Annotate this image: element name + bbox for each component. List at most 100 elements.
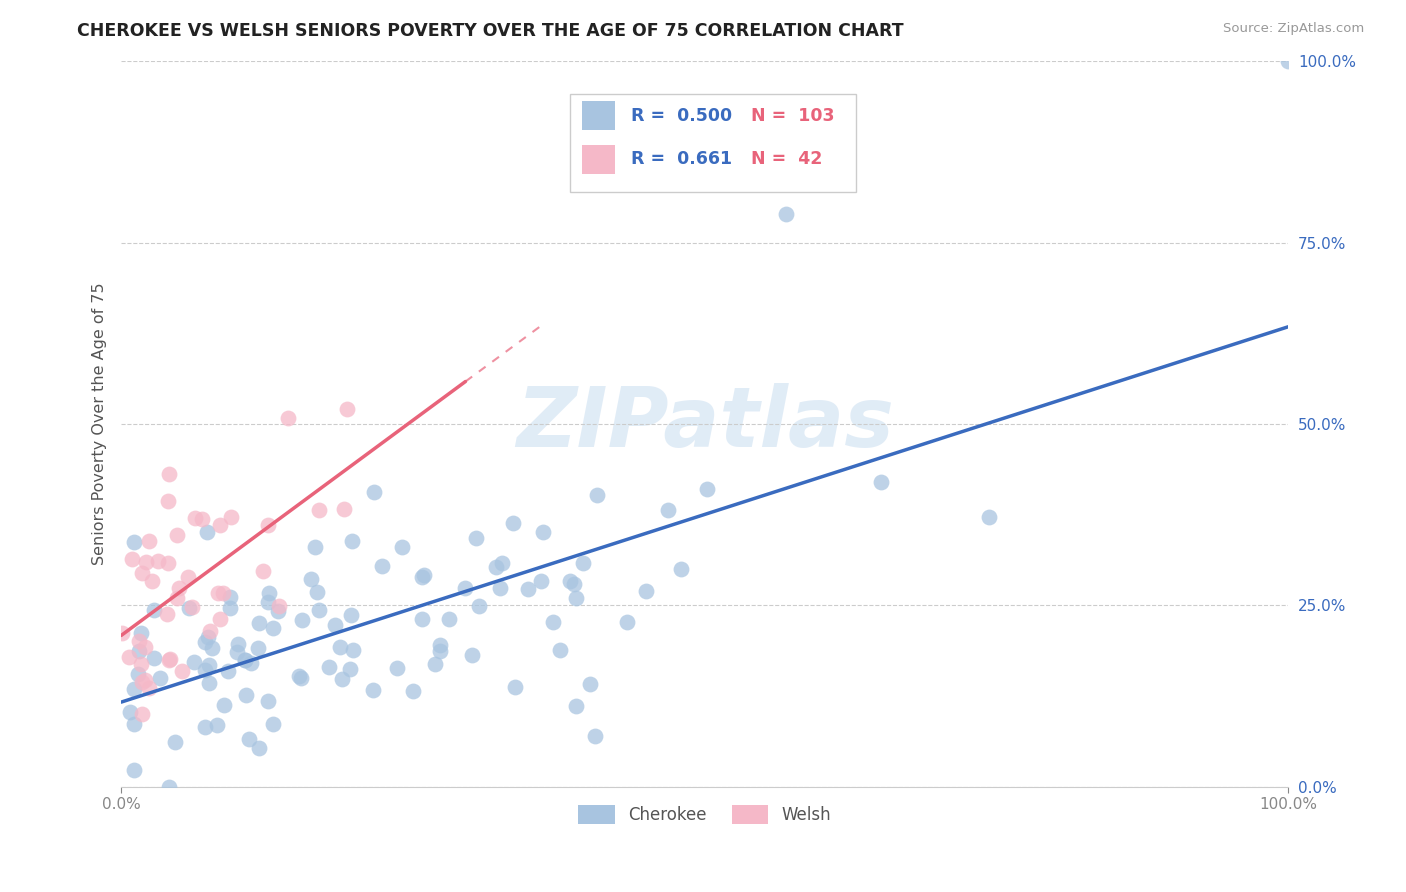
Point — [212, 698, 235, 712]
FancyBboxPatch shape — [582, 145, 614, 174]
Point — [531, 525, 554, 540]
Point — [122, 682, 145, 697]
Text: N =  42: N = 42 — [751, 150, 823, 168]
Point — [209, 517, 232, 532]
Text: ZIPatlas: ZIPatlas — [516, 384, 894, 465]
Point — [308, 502, 330, 516]
Point — [565, 699, 588, 714]
Point — [616, 615, 638, 630]
Point — [194, 663, 217, 677]
Point — [277, 410, 299, 425]
Point — [198, 676, 221, 690]
Point — [157, 653, 180, 667]
Point — [233, 653, 256, 667]
Point — [191, 512, 214, 526]
Point — [205, 718, 228, 732]
Point — [138, 681, 160, 695]
Point — [121, 552, 143, 566]
Point — [172, 664, 194, 678]
Point — [110, 626, 132, 640]
Point — [166, 591, 188, 605]
Point — [159, 652, 181, 666]
Point — [157, 780, 180, 794]
Point — [411, 570, 433, 584]
Point — [541, 615, 564, 629]
Point — [157, 556, 180, 570]
Point — [131, 675, 153, 690]
Point — [530, 574, 553, 588]
Point — [128, 634, 150, 648]
Point — [342, 643, 364, 657]
Point — [246, 641, 269, 656]
Point — [218, 600, 240, 615]
Point — [371, 559, 394, 574]
Point — [143, 603, 166, 617]
Point — [516, 582, 538, 596]
Point — [491, 556, 513, 570]
Point — [247, 740, 270, 755]
Point — [156, 607, 179, 622]
Point — [131, 707, 153, 722]
Point — [267, 604, 290, 618]
Point — [468, 599, 491, 613]
Point — [120, 705, 142, 719]
Point — [198, 657, 221, 672]
Point — [198, 624, 221, 639]
Text: Source: ZipAtlas.com: Source: ZipAtlas.com — [1223, 22, 1364, 36]
Point — [323, 617, 346, 632]
Point — [197, 630, 219, 644]
Point — [288, 669, 311, 683]
Point — [167, 581, 190, 595]
Point — [671, 562, 693, 576]
Point — [238, 731, 260, 746]
Point — [328, 640, 350, 654]
Point — [502, 516, 524, 531]
Point — [149, 671, 172, 685]
Point — [163, 735, 186, 749]
Point — [219, 509, 242, 524]
Point — [118, 649, 141, 664]
Legend: Cherokee, Welsh: Cherokee, Welsh — [571, 798, 838, 830]
Point — [146, 554, 169, 568]
Point — [437, 612, 460, 626]
Point — [579, 677, 602, 691]
Point — [550, 642, 572, 657]
Text: R =  0.500: R = 0.500 — [631, 106, 733, 125]
Point — [129, 657, 152, 672]
Point — [489, 581, 512, 595]
Point — [226, 637, 249, 651]
Point — [212, 586, 235, 600]
Point — [339, 662, 361, 676]
Point — [385, 661, 408, 675]
Point — [217, 664, 239, 678]
Point — [307, 585, 329, 599]
Point — [194, 720, 217, 734]
Point — [429, 644, 451, 658]
Point — [572, 557, 595, 571]
Point — [290, 671, 312, 685]
Text: CHEROKEE VS WELSH SENIORS POVERTY OVER THE AGE OF 75 CORRELATION CHART: CHEROKEE VS WELSH SENIORS POVERTY OVER T… — [77, 22, 904, 40]
Point — [262, 621, 284, 635]
Point — [122, 534, 145, 549]
Point — [391, 540, 413, 554]
Point — [425, 657, 447, 671]
Point — [195, 525, 218, 540]
Point — [179, 601, 201, 615]
Point — [143, 651, 166, 665]
Point — [411, 612, 433, 626]
Point — [134, 673, 156, 687]
Point — [252, 564, 274, 578]
Point — [235, 653, 257, 667]
Point — [209, 612, 232, 626]
Point — [131, 566, 153, 580]
Point — [308, 602, 330, 616]
Point — [156, 494, 179, 508]
Point — [181, 600, 204, 615]
Point — [207, 586, 229, 600]
Point — [412, 568, 434, 582]
Point — [141, 574, 163, 588]
Point — [219, 590, 242, 604]
Point — [257, 595, 280, 609]
Point — [340, 534, 363, 549]
Point — [225, 645, 247, 659]
